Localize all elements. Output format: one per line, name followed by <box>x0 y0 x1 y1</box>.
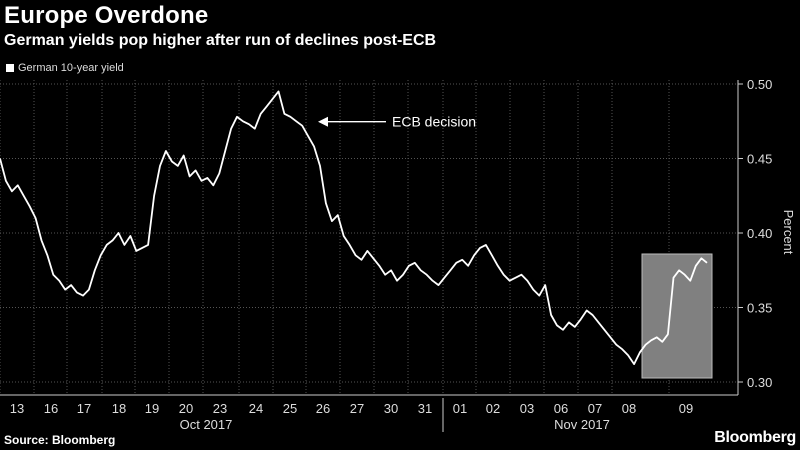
y-tick-label: 0.50 <box>747 77 772 92</box>
x-tick-label: 08 <box>622 401 636 416</box>
x-tick-label: 07 <box>588 401 602 416</box>
x-tick-label: 31 <box>418 401 432 416</box>
highlight-layer <box>641 253 713 379</box>
legend-swatch <box>6 64 14 72</box>
highlight-box <box>641 253 713 379</box>
x-tick-label: 01 <box>453 401 467 416</box>
x-tick-label: 18 <box>112 401 126 416</box>
y-tick-label: 0.35 <box>747 301 772 316</box>
brand-logo: Bloomberg <box>714 429 796 446</box>
x-tick-label: 17 <box>77 401 91 416</box>
line-layer <box>0 90 708 366</box>
chart-title: Europe Overdone <box>4 2 209 29</box>
x-tick-label: 27 <box>350 401 364 416</box>
x-tick-label: 30 <box>384 401 398 416</box>
x-tick-label: 19 <box>145 401 159 416</box>
x-tick-label: 09 <box>679 401 693 416</box>
legend: German 10-year yield <box>6 62 124 74</box>
y-tick-label: 0.40 <box>747 226 772 241</box>
legend-label: German 10-year yield <box>18 62 124 74</box>
y-tick-label: 0.30 <box>747 375 772 390</box>
annotation-label: ECB decision <box>392 114 476 130</box>
source-note: Source: Bloomberg <box>4 433 116 447</box>
x-tick-label: 06 <box>554 401 568 416</box>
x-tick-label: 13 <box>10 401 24 416</box>
x-tick-label: 02 <box>486 401 500 416</box>
x-tick-label: 23 <box>213 401 227 416</box>
annotation-arrow-head <box>318 116 328 127</box>
x-tick-label: 16 <box>44 401 58 416</box>
x-tick-label: 25 <box>283 401 297 416</box>
x-tick-label: 24 <box>249 401 263 416</box>
x-month-label: Oct 2017 <box>180 417 233 432</box>
series-line-german-10y <box>0 90 708 366</box>
x-tick-label: 03 <box>520 401 534 416</box>
grid-lines <box>0 80 738 395</box>
x-month-label: Nov 2017 <box>554 417 610 432</box>
annotation-layer: ECB decision <box>318 114 476 130</box>
x-tick-label: 26 <box>316 401 330 416</box>
axis-layer: 0.30 0.35 0.40 0.45 0.50 Percent 13 16 17 18 19 20 2… <box>0 77 796 432</box>
x-tick-label: 20 <box>179 401 193 416</box>
chart-subtitle: German yields pop higher after run of de… <box>4 32 437 49</box>
y-tick-label: 0.45 <box>747 152 772 167</box>
y-axis-label: Percent <box>781 210 796 255</box>
